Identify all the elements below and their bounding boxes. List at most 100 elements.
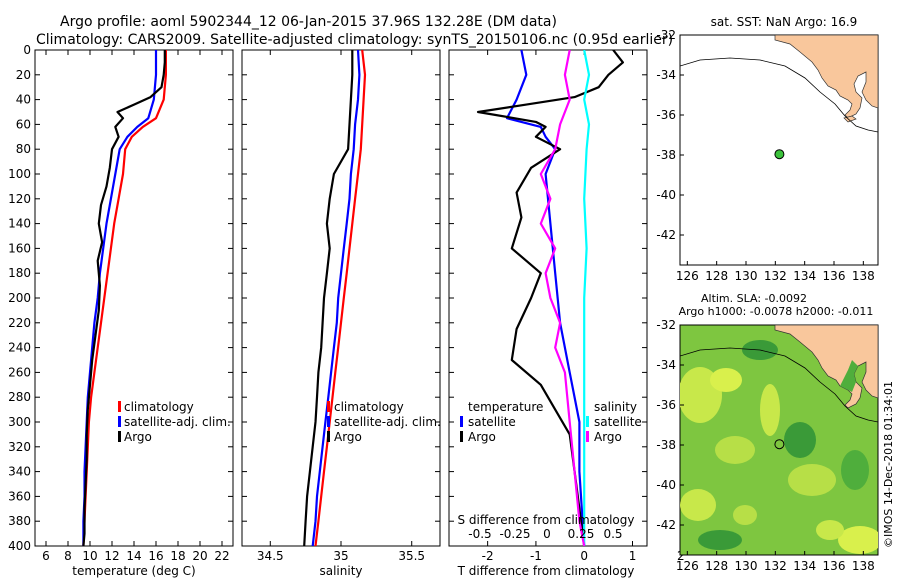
temperature-legend: climatology satellite-adj. clim. Argo xyxy=(118,400,231,444)
salinity-xlabel: salinity xyxy=(319,564,362,578)
depth-tick-label: 220 xyxy=(8,316,31,330)
difference-plot-frame xyxy=(448,49,648,547)
temperature-xlabel: temperature (deg C) xyxy=(72,564,195,578)
x-tick-label: 16 xyxy=(148,549,163,563)
depth-tick-label: 80 xyxy=(16,142,31,156)
lat-tick-label: -32 xyxy=(656,318,676,332)
lon-tick-label: 134 xyxy=(793,269,816,283)
x-tick-label: 14 xyxy=(126,549,141,563)
lat-tick-label: -36 xyxy=(656,398,676,412)
legend-satellite-label: satellite-adj. clim. xyxy=(124,415,231,429)
s-tick-label: 0 xyxy=(543,527,551,541)
legend-s-argo-label: Argo xyxy=(594,430,622,444)
bathymetry-contour xyxy=(680,57,878,133)
x-tick-label: 0 xyxy=(580,549,588,563)
depth-tick-label: 120 xyxy=(8,192,31,206)
sla-map-lat-axis: -32 -34 -36 -38 -40 -42 xyxy=(656,318,684,532)
lat-tick-label: -42 xyxy=(656,228,676,242)
lon-tick-label: 138 xyxy=(852,269,875,283)
lat-tick-label: -40 xyxy=(656,188,676,202)
sst-map-lat-axis: -32 -34 -36 -38 -40 -42 xyxy=(656,28,684,242)
x-tick-label: 35 xyxy=(333,549,348,563)
lon-tick-label: 130 xyxy=(735,559,758,573)
legend-t-satellite-swatch xyxy=(460,416,463,427)
lat-tick-label: -32 xyxy=(656,28,676,42)
sla-map-lon-axis: 126 128 130 132 134 136 138 xyxy=(676,551,875,573)
difference-panel: -2 -1 0 1 2 T difference from climatology S … xyxy=(448,49,685,578)
lon-tick-label: 134 xyxy=(793,559,816,573)
depth-tick-label: 340 xyxy=(8,465,31,479)
series-line-satellite-adj-clim- xyxy=(311,50,361,546)
sla-map-title-line1: Altim. SLA: -0.0092 xyxy=(701,292,807,305)
sla-blob xyxy=(760,384,780,436)
lon-tick-label: 126 xyxy=(676,559,699,573)
lon-tick-label: 128 xyxy=(705,559,728,573)
sla-map: Altim. SLA: -0.0092 Argo h1000: -0.0078 … xyxy=(656,292,879,573)
lon-tick-label: 136 xyxy=(823,559,846,573)
depth-tick-label: 100 xyxy=(8,167,31,181)
depth-tick-label: 200 xyxy=(8,291,31,305)
s-difference-title: S difference from climatology xyxy=(458,513,635,527)
s-tick-label: -0.25 xyxy=(499,527,530,541)
legend-t-satellite-label: satellite xyxy=(468,415,516,429)
lat-tick-label: -34 xyxy=(656,68,676,82)
sla-blob xyxy=(816,520,844,540)
x-tick-label: 34.5 xyxy=(257,549,284,563)
depth-tick-label: 280 xyxy=(8,390,31,404)
lat-tick-label: -42 xyxy=(656,518,676,532)
figure-title-line1: Argo profile: aoml 5902344_12 06-Jan-201… xyxy=(60,14,557,30)
depth-tick-label: 40 xyxy=(16,93,31,107)
temperature-panel: 0 20 40 60 80 100 120 140 160 180 200 220 240 260 280 3… xyxy=(8,43,234,578)
depth-tick-label: 140 xyxy=(8,217,31,231)
sla-blob xyxy=(680,489,716,521)
sla-blob xyxy=(788,464,836,496)
difference-depth-ticks xyxy=(449,49,647,547)
depth-tick-label: 260 xyxy=(8,365,31,379)
lon-tick-label: 128 xyxy=(705,269,728,283)
depth-tick-label: 20 xyxy=(16,68,31,82)
lat-tick-label: -36 xyxy=(656,108,676,122)
lon-tick-label: 126 xyxy=(676,269,699,283)
sla-blob xyxy=(715,436,755,464)
depth-tick-label: 180 xyxy=(8,266,31,280)
legend-climatology-swatch xyxy=(327,401,330,412)
bathymetry-contour xyxy=(680,347,878,423)
series-line-s-satellite xyxy=(583,50,591,546)
copyright-label: ©IMOS 14-Dec-2018 01:34:01 xyxy=(882,381,895,548)
lat-tick-label: -34 xyxy=(656,358,676,372)
legend-temperature-title: temperature xyxy=(468,400,543,414)
legend-satellite-swatch xyxy=(118,416,121,427)
figure-title-line2: Climatology: CARS2009. Satellite-adjuste… xyxy=(36,32,673,48)
lat-tick-label: -38 xyxy=(656,148,676,162)
x-tick-label: 35.5 xyxy=(398,549,425,563)
lat-tick-label: -40 xyxy=(656,478,676,492)
s-difference-tick-labels: -0.5 -0.25 0 0.25 0.5 xyxy=(468,527,622,541)
legend-s-satellite-swatch xyxy=(586,416,589,427)
x-tick-label: 12 xyxy=(104,549,119,563)
depth-tick-label: 320 xyxy=(8,440,31,454)
legend-climatology-label: climatology xyxy=(124,400,194,414)
argo-position-marker xyxy=(774,439,785,450)
legend-satellite-label: satellite-adj. clim. xyxy=(334,415,441,429)
lon-tick-label: 138 xyxy=(852,559,875,573)
series-line-argo xyxy=(82,50,166,546)
depth-tick-label: 400 xyxy=(8,539,31,553)
legend-climatology-label: climatology xyxy=(334,400,404,414)
legend-t-argo-swatch xyxy=(460,431,463,442)
legend-argo-swatch xyxy=(327,431,330,442)
difference-lines xyxy=(476,50,624,546)
salinity-legend: climatology satellite-adj. clim. Argo xyxy=(327,400,441,444)
gulf-water xyxy=(840,360,858,392)
x-tick-label: -1 xyxy=(530,549,542,563)
legend-argo-label: Argo xyxy=(334,430,362,444)
sla-blob xyxy=(710,368,742,392)
x-tick-label: 18 xyxy=(170,549,185,563)
s-tick-label: -0.5 xyxy=(468,527,491,541)
sla-blob xyxy=(838,526,878,554)
salinity-axis: 34.5 35 35.5 xyxy=(257,50,425,563)
series-line-t-argo xyxy=(476,50,624,546)
lon-tick-label: 136 xyxy=(823,269,846,283)
lon-tick-label: 130 xyxy=(735,269,758,283)
depth-tick-label: 0 xyxy=(23,43,31,57)
